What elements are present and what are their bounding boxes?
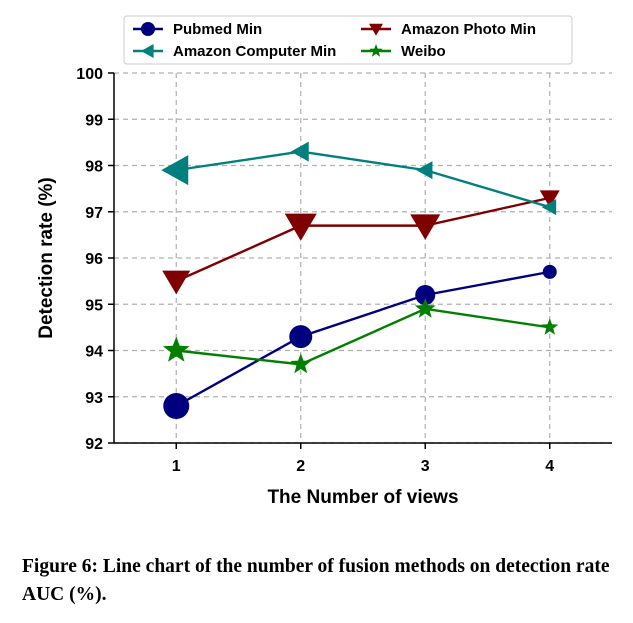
amazon-computer-min-point <box>416 161 433 180</box>
amazon-computer-min-point <box>541 199 557 216</box>
amazon-computer-min-line <box>176 150 551 209</box>
line-chart: 92 93 94 95 96 97 98 99 100 1 2 3 4 The Number of vi… <box>36 15 612 508</box>
legend-item-amazon-computer-min: Amazon Computer Min <box>133 43 336 60</box>
x-tick-label: 3 <box>421 458 430 475</box>
weibo-point <box>541 318 559 335</box>
legend-swatch-marker <box>141 22 155 36</box>
tick-labels: 92 93 94 95 96 97 98 99 100 1 2 3 4 <box>76 66 554 475</box>
pubmed-min-point <box>163 393 190 419</box>
legend-item-pubmed-min: Pubmed Min <box>133 21 262 38</box>
x-tick-label: 4 <box>545 458 554 475</box>
pubmed-min-point <box>415 285 436 305</box>
amazon-photo-min-point <box>162 270 191 295</box>
y-tick-label: 93 <box>85 390 103 407</box>
weibo-point <box>414 297 436 318</box>
y-tick-label: 99 <box>85 112 103 129</box>
weibo-line <box>176 307 550 366</box>
y-axis-title: Detection rate (%) <box>36 177 57 339</box>
legend-swatch-marker <box>141 44 154 58</box>
grid-lines <box>114 72 612 444</box>
weibo-point <box>290 353 312 374</box>
x-tick-label: 1 <box>172 458 181 475</box>
amazon-photo-min-point <box>284 213 317 241</box>
amazon-photo-min-series <box>162 190 560 295</box>
amazon-photo-min-point <box>410 214 441 240</box>
legend-item-amazon-photo-min: Amazon Photo Min <box>361 21 536 38</box>
axes <box>108 72 612 449</box>
amazon-computer-min-point <box>161 155 189 186</box>
legend-label: Pubmed Min <box>173 21 262 38</box>
legend-item-weibo: Weibo <box>361 43 446 60</box>
amazon-computer-min-series <box>161 141 557 216</box>
y-tick-label: 98 <box>85 159 103 176</box>
amazon-computer-min-point <box>290 141 309 162</box>
amazon-photo-min-line <box>175 196 551 283</box>
y-tick-label: 92 <box>85 436 103 453</box>
legend-label: Amazon Photo Min <box>401 21 536 38</box>
legend-box <box>123 15 573 65</box>
legend-swatch-marker <box>369 44 383 57</box>
pubmed-min-line <box>175 270 550 408</box>
weibo-series <box>162 297 559 374</box>
y-tick-label: 95 <box>85 297 103 314</box>
y-tick-label: 97 <box>85 205 103 222</box>
x-axis-title: The Number of views <box>267 487 458 508</box>
y-tick-label: 94 <box>85 344 103 361</box>
pubmed-min-series <box>163 264 557 419</box>
weibo-point <box>162 336 190 362</box>
legend-swatch-marker <box>369 23 383 36</box>
series-layer <box>161 141 560 419</box>
x-tick-label: 2 <box>296 458 305 475</box>
legend-label: Amazon Computer Min <box>173 43 336 60</box>
amazon-photo-min-point <box>539 190 560 208</box>
y-tick-label: 100 <box>76 66 103 83</box>
legend: Pubmed Min Amazon Photo Min Amazon Compute… <box>123 15 573 65</box>
figure-caption: Figure 6: Line chart of the number of fu… <box>22 556 610 605</box>
pubmed-min-point <box>542 264 557 279</box>
y-tick-label: 96 <box>85 251 103 268</box>
pubmed-min-point <box>289 325 313 349</box>
legend-label: Weibo <box>401 43 446 60</box>
